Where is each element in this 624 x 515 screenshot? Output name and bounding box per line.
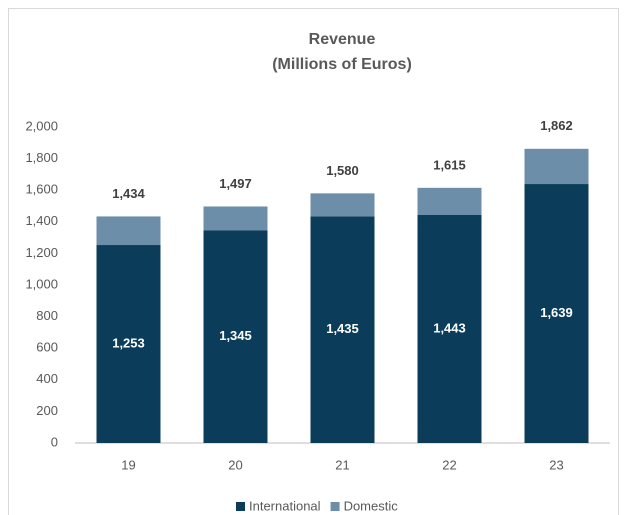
y-tick-label: 1,600 [25, 182, 58, 197]
legend-swatch [236, 502, 245, 511]
data-label: 1,435 [326, 321, 359, 336]
y-tick-label: 600 [36, 340, 58, 355]
bar-segment [310, 193, 375, 217]
total-label: 1,497 [219, 176, 252, 191]
x-tick-label: 21 [335, 457, 349, 472]
data-label: 1,345 [219, 328, 252, 343]
x-tick-label: 22 [442, 457, 456, 472]
y-tick-label: 200 [36, 403, 58, 418]
data-label: 1,639 [540, 305, 573, 320]
y-tick-label: 1,800 [25, 150, 58, 165]
data-label: 1,443 [433, 320, 466, 335]
total-label: 1,580 [326, 163, 359, 178]
y-tick-label: 2,000 [25, 118, 58, 133]
bar-segment [203, 206, 268, 231]
bar-segment [417, 187, 482, 216]
chart-border [8, 8, 619, 515]
chart-title: Revenue [309, 31, 376, 48]
bar-segment [524, 148, 589, 185]
total-label: 1,615 [433, 157, 466, 172]
legend-swatch [330, 502, 340, 511]
y-tick-label: 1,200 [25, 245, 58, 260]
x-tick-label: 23 [549, 457, 563, 472]
bar-segment [310, 216, 375, 443]
total-label: 1,862 [540, 118, 573, 133]
x-tick-label: 19 [121, 457, 135, 472]
legend-label: Domestic [344, 498, 399, 513]
bar-segment [96, 245, 161, 443]
bar-segment [96, 216, 161, 246]
bar-segment [203, 230, 268, 443]
y-tick-label: 800 [36, 308, 58, 323]
legend-label: International [249, 498, 321, 513]
y-tick-label: 400 [36, 371, 58, 386]
y-tick-label: 1,000 [25, 276, 58, 291]
y-tick-label: 1,400 [25, 213, 58, 228]
chart-subtitle: (Millions of Euros) [272, 56, 412, 73]
bar-segment [417, 215, 482, 443]
data-label: 1,253 [112, 335, 145, 350]
y-tick-label: 0 [51, 434, 58, 449]
total-label: 1,434 [112, 186, 145, 201]
bar-segment [524, 184, 589, 443]
x-tick-label: 20 [228, 457, 242, 472]
